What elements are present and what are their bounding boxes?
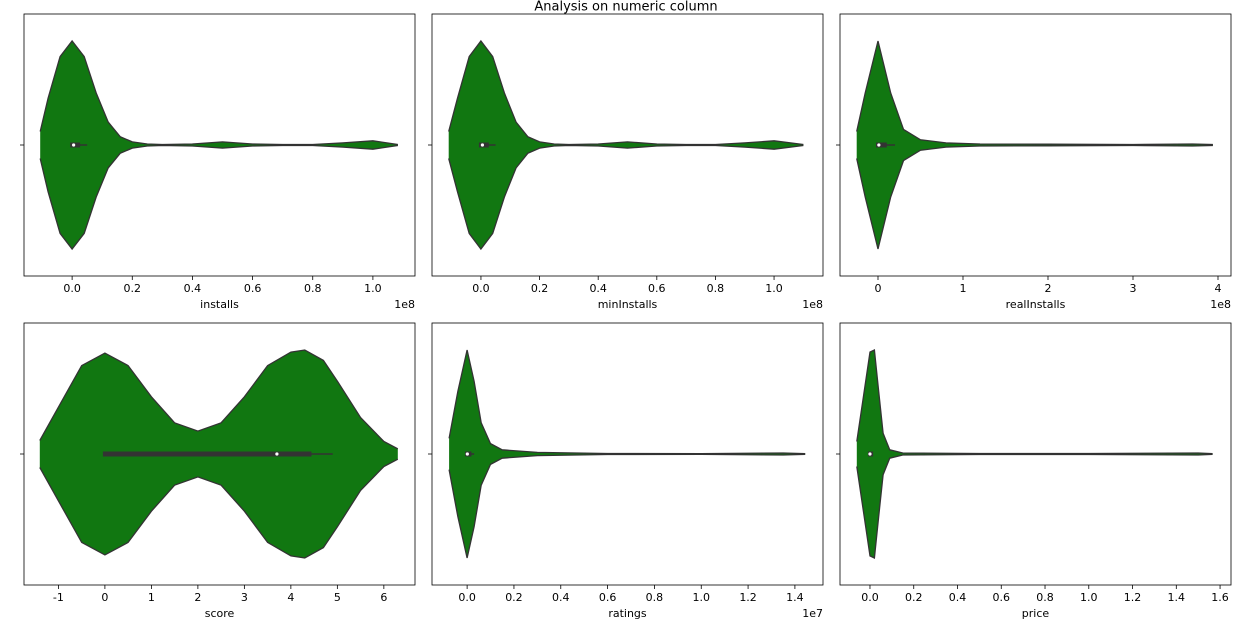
x-tick-label: 0.2 [531,282,549,295]
x-tick-label: 0.8 [707,282,725,295]
violin-outline-upper [856,40,1213,146]
violin-outline-upper [448,349,806,455]
x-tick-label: 1.0 [1080,591,1098,604]
x-tick-label: 5 [334,591,341,604]
x-tick-label: 1.2 [1124,591,1142,604]
median [465,452,469,456]
x-tick-label: 0.6 [648,282,666,295]
x-tick-label: 4 [1214,282,1221,295]
offset-label: 1e8 [802,298,823,311]
violin-outline-lower [448,453,806,559]
median [275,452,279,456]
offset-label: 1e7 [802,607,823,620]
x-tick-label: 0.8 [304,282,322,295]
median [72,143,76,147]
violin-outline-upper [39,349,399,450]
violin-body [40,41,398,249]
violin-body [856,41,1213,249]
violin-outline-lower [39,458,399,559]
x-tick-label: 1.0 [693,591,711,604]
x-tick-label: 0.2 [124,282,142,295]
median [877,143,881,147]
offset-label: 1e8 [394,298,415,311]
x-tick-label: 0.4 [552,591,570,604]
x-tick-label: 1 [959,282,966,295]
x-tick-label: 0.8 [646,591,664,604]
x-tick-label: 1.6 [1211,591,1229,604]
x-tick-label: 1.2 [739,591,757,604]
violin-outline-lower [856,144,1213,250]
x-tick-label: 2 [1044,282,1051,295]
x-axis-label: realInstalls [1006,298,1066,311]
violin-outline-lower [39,144,398,251]
violin-outline-lower [856,453,1213,559]
violin-body [448,41,804,249]
x-tick-label: 0.6 [599,591,617,604]
x-tick-label: 6 [380,591,387,604]
x-tick-label: 1 [148,591,155,604]
x-tick-label: 0 [101,591,108,604]
x-tick-label: 0.6 [244,282,262,295]
median [868,452,872,456]
figure-title: Analysis on numeric column [534,0,717,15]
x-tick-label: 0.4 [589,282,607,295]
x-tick-label: 0.8 [1036,591,1054,604]
violin-outline-lower [448,144,804,251]
violin-outline-upper [448,39,804,146]
x-tick-label: 1.0 [364,282,382,295]
x-axis-label: score [205,607,235,620]
x-tick-label: 0 [874,282,881,295]
x-tick-label: -1 [53,591,64,604]
violin-outline-upper [39,39,398,146]
x-tick-label: 1.4 [1168,591,1186,604]
median [480,143,485,147]
violin-outline-upper [856,349,1213,455]
x-tick-label: 0.0 [472,282,490,295]
x-tick-label: 0.4 [949,591,967,604]
x-axis-label: price [1022,607,1050,620]
x-tick-label: 0.6 [993,591,1011,604]
x-tick-label: 0.2 [505,591,523,604]
x-axis-label: installs [200,298,239,311]
x-axis-label: minInstalls [598,298,658,311]
offset-label: 1e8 [1210,298,1231,311]
x-tick-label: 0.2 [905,591,923,604]
x-tick-label: 0.0 [458,591,476,604]
x-tick-label: 0.0 [63,282,81,295]
x-tick-label: 3 [1129,282,1136,295]
x-tick-label: 0.0 [861,591,879,604]
x-tick-label: 2 [194,591,201,604]
x-axis-label: ratings [608,607,647,620]
x-tick-label: 1.0 [765,282,783,295]
x-tick-label: 4 [287,591,294,604]
x-tick-label: 3 [241,591,248,604]
x-tick-label: 1.4 [786,591,804,604]
x-tick-label: 0.4 [184,282,202,295]
